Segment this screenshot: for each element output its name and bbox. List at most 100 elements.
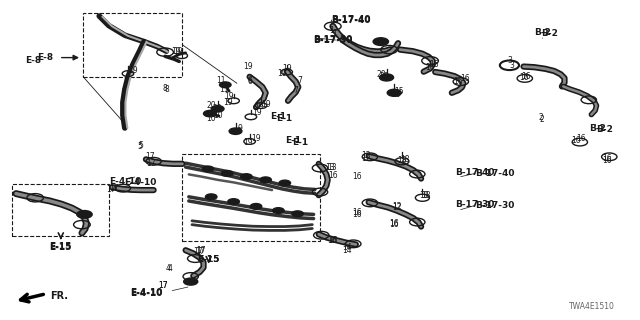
Circle shape xyxy=(211,106,224,112)
Text: 16: 16 xyxy=(521,72,531,81)
Text: 7: 7 xyxy=(297,76,302,85)
Circle shape xyxy=(220,82,231,88)
Text: 19: 19 xyxy=(173,47,183,56)
Circle shape xyxy=(202,166,214,172)
Text: 17: 17 xyxy=(109,184,119,193)
Text: TWA4E1510: TWA4E1510 xyxy=(568,302,614,311)
FancyBboxPatch shape xyxy=(12,184,109,236)
Text: 19: 19 xyxy=(243,138,253,147)
Text: 8: 8 xyxy=(163,84,168,92)
Text: 14: 14 xyxy=(342,246,352,255)
Text: 13: 13 xyxy=(325,163,335,172)
Text: 12: 12 xyxy=(392,203,401,212)
Circle shape xyxy=(221,171,233,176)
Text: 5: 5 xyxy=(138,141,143,150)
Text: B-17-30: B-17-30 xyxy=(475,201,515,210)
Text: E-4-10: E-4-10 xyxy=(124,178,157,187)
Text: 16: 16 xyxy=(460,74,470,83)
Text: 16: 16 xyxy=(518,73,529,82)
Text: E-1: E-1 xyxy=(276,114,292,123)
Text: 16: 16 xyxy=(328,236,338,245)
Circle shape xyxy=(387,89,401,96)
Text: 16: 16 xyxy=(602,154,612,163)
Text: 7: 7 xyxy=(293,86,298,95)
Text: E-1: E-1 xyxy=(285,136,301,145)
Circle shape xyxy=(204,110,216,117)
Text: 20: 20 xyxy=(206,101,216,110)
Circle shape xyxy=(373,38,388,45)
Text: 20: 20 xyxy=(376,70,387,79)
Text: E-1: E-1 xyxy=(270,112,287,121)
Text: 19: 19 xyxy=(128,66,138,75)
Text: 9: 9 xyxy=(237,127,242,136)
Text: 17: 17 xyxy=(157,281,168,290)
Text: E-4-10: E-4-10 xyxy=(109,177,141,186)
Text: 12: 12 xyxy=(392,202,401,211)
Text: FR.: FR. xyxy=(50,291,68,301)
Text: 17: 17 xyxy=(106,185,116,194)
Circle shape xyxy=(380,74,394,81)
Text: B-17-40: B-17-40 xyxy=(332,16,371,25)
Text: 16: 16 xyxy=(328,171,338,180)
Text: 2: 2 xyxy=(539,115,544,124)
Text: 1: 1 xyxy=(332,29,337,38)
Text: 19: 19 xyxy=(276,69,287,78)
Circle shape xyxy=(205,194,217,200)
Text: 6: 6 xyxy=(247,76,252,84)
Text: E-15: E-15 xyxy=(50,243,72,252)
Circle shape xyxy=(77,211,92,218)
Text: 8: 8 xyxy=(164,85,169,94)
Text: 18: 18 xyxy=(421,191,430,200)
Text: 18: 18 xyxy=(419,191,428,200)
Text: 13: 13 xyxy=(326,163,337,172)
Text: E-15: E-15 xyxy=(198,255,220,264)
Circle shape xyxy=(241,174,252,180)
Text: 6: 6 xyxy=(247,77,252,86)
Text: 11: 11 xyxy=(216,76,225,85)
Text: 12: 12 xyxy=(362,151,371,160)
Text: 17: 17 xyxy=(145,152,155,161)
Text: 15: 15 xyxy=(390,90,401,99)
Text: 16: 16 xyxy=(576,134,586,143)
Text: 17: 17 xyxy=(146,159,156,168)
Text: 2: 2 xyxy=(538,113,543,122)
Text: E-8: E-8 xyxy=(36,53,53,62)
Text: 17: 17 xyxy=(157,281,168,290)
Circle shape xyxy=(260,177,271,183)
Text: 19: 19 xyxy=(260,100,271,108)
Text: B-17-30: B-17-30 xyxy=(314,36,353,44)
Text: 17: 17 xyxy=(196,246,206,255)
Text: 5: 5 xyxy=(137,142,142,151)
Text: 10: 10 xyxy=(212,111,223,120)
Text: 16: 16 xyxy=(429,60,439,68)
Text: E-8: E-8 xyxy=(26,56,42,65)
Text: 20: 20 xyxy=(379,72,389,81)
Text: E-4-10: E-4-10 xyxy=(130,288,162,297)
Text: B-2: B-2 xyxy=(589,124,606,133)
Text: 16: 16 xyxy=(326,236,337,245)
Text: B-17-40: B-17-40 xyxy=(332,15,371,24)
Text: 4: 4 xyxy=(167,264,172,273)
Text: 11: 11 xyxy=(220,85,228,94)
Text: 16: 16 xyxy=(352,210,362,219)
Text: 18: 18 xyxy=(397,156,406,165)
Text: E-15: E-15 xyxy=(50,242,72,251)
Text: 16: 16 xyxy=(352,172,362,180)
Text: 4: 4 xyxy=(165,264,170,273)
Circle shape xyxy=(228,199,239,204)
Text: 19: 19 xyxy=(251,134,261,143)
Text: 12: 12 xyxy=(362,154,371,163)
Circle shape xyxy=(273,208,284,213)
Text: 18: 18 xyxy=(400,155,409,164)
Text: B-2: B-2 xyxy=(541,29,557,38)
Text: 19: 19 xyxy=(252,108,262,117)
Text: B-17-30: B-17-30 xyxy=(314,35,353,44)
FancyBboxPatch shape xyxy=(83,13,182,77)
Text: B-2: B-2 xyxy=(596,125,613,134)
Circle shape xyxy=(292,211,303,217)
Text: 10: 10 xyxy=(206,114,216,123)
Text: 16: 16 xyxy=(571,136,581,145)
Text: 19: 19 xyxy=(253,102,264,111)
Text: 19: 19 xyxy=(282,64,292,73)
Text: 16: 16 xyxy=(389,220,399,229)
